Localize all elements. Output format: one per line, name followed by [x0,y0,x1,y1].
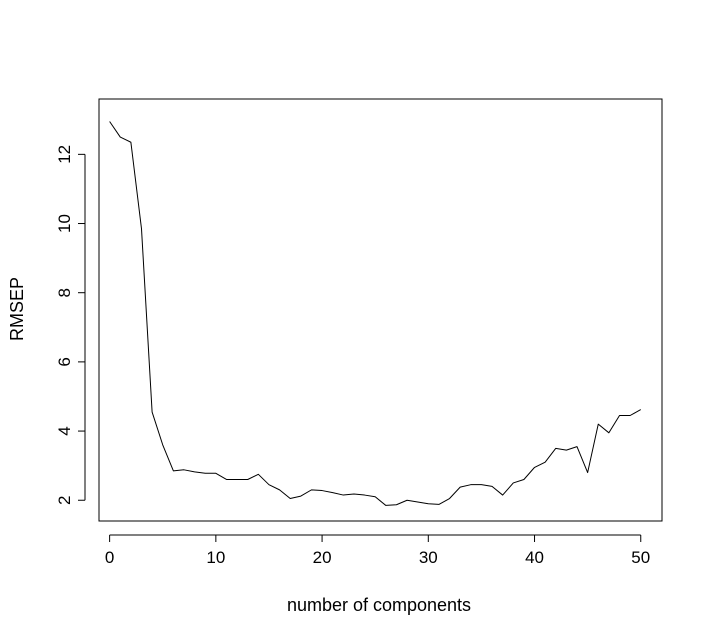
x-tick-label: 30 [419,548,438,567]
y-tick-label: 4 [55,426,74,435]
y-axis-label: RMSEP [7,277,27,341]
y-axis: 2 4 6 8 10 12 [55,145,86,505]
y-tick-label: 10 [55,214,74,233]
rmsep-series-line [109,121,641,506]
x-tick-label: 50 [631,548,650,567]
y-tick-label: 8 [55,288,74,297]
x-tick-label: 20 [313,548,332,567]
x-tick-label: 0 [105,548,114,567]
y-tick-label: 2 [55,496,74,505]
series-layer [109,121,641,506]
x-tick-label: 10 [206,548,225,567]
plot-frame [98,98,663,522]
x-axis-label: number of components [287,595,471,615]
x-axis: 0 10 20 30 40 50 [105,534,650,567]
x-tick-label: 40 [525,548,544,567]
y-tick-label: 12 [55,145,74,164]
y-tick-label: 6 [55,357,74,366]
